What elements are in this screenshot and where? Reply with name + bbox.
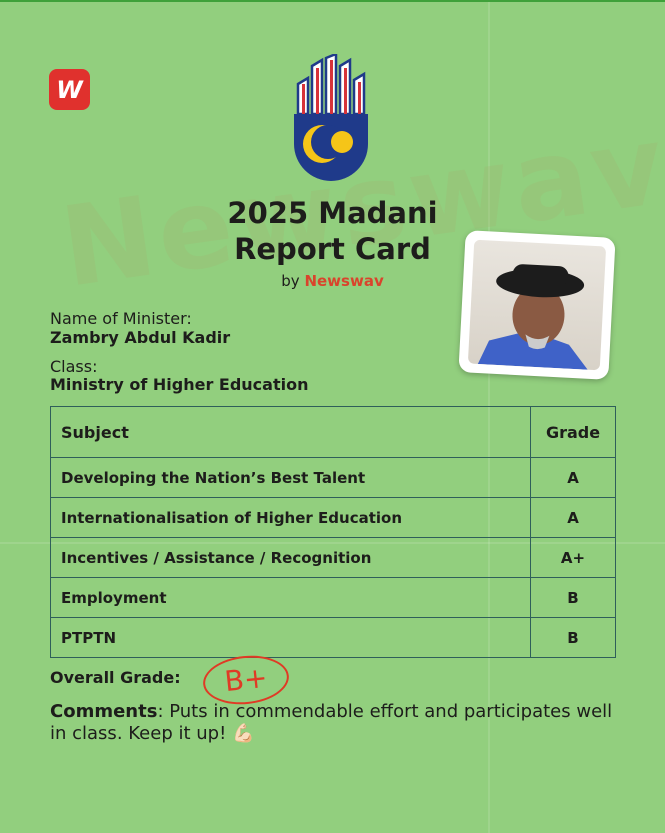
subject: Developing the Nation’s Best Talent <box>50 457 531 498</box>
grade: A+ <box>530 537 616 578</box>
subject: Internationalisation of Higher Education <box>50 497 531 538</box>
grade: B <box>530 617 616 658</box>
page-title: 2025 Madani Report Card <box>180 195 485 267</box>
minister-name: Zambry Abdul Kadir <box>50 328 231 347</box>
by-text: by <box>281 272 300 290</box>
by-brand: Newswav <box>304 272 384 290</box>
flexed-biceps-icon: 💪🏻 <box>232 723 255 744</box>
minister-photo <box>458 230 616 380</box>
minister-class: Ministry of Higher Education <box>50 375 309 394</box>
table-row: Internationalisation of Higher Education… <box>50 497 616 538</box>
header-subject: Subject <box>50 406 531 458</box>
comments: Comments: Puts in commendable effort and… <box>50 701 630 745</box>
grades-table: Subject Grade Developing the Nation’s Be… <box>50 406 616 658</box>
table-row: Developing the Nation’s Best Talent A <box>50 457 616 498</box>
name-label: Name of Minister: <box>50 309 192 328</box>
newswav-logo: W <box>49 69 90 110</box>
grade: B <box>530 577 616 618</box>
title-line-1: 2025 Madani <box>227 196 438 230</box>
portrait-image <box>477 264 588 370</box>
byline: by Newswav <box>180 272 485 290</box>
madani-emblem-icon <box>294 54 368 181</box>
table-row: Incentives / Assistance / Recognition A+ <box>50 537 616 578</box>
subject: Incentives / Assistance / Recognition <box>50 537 531 578</box>
grade: A <box>530 457 616 498</box>
table-row: Employment B <box>50 577 616 618</box>
comments-label: Comments <box>50 701 158 722</box>
title-line-2: Report Card <box>234 232 431 266</box>
header-grade: Grade <box>530 406 616 458</box>
class-label: Class: <box>50 357 98 376</box>
table-row: PTPTN B <box>50 617 616 658</box>
overall-grade-label: Overall Grade: <box>50 668 181 687</box>
table-header: Subject Grade <box>50 406 616 458</box>
comments-text: : Puts in commendable effort and partici… <box>50 701 613 744</box>
grade: A <box>530 497 616 538</box>
subject: PTPTN <box>50 617 531 658</box>
overall-grade-circled: B+ <box>200 651 292 709</box>
subject: Employment <box>50 577 531 618</box>
